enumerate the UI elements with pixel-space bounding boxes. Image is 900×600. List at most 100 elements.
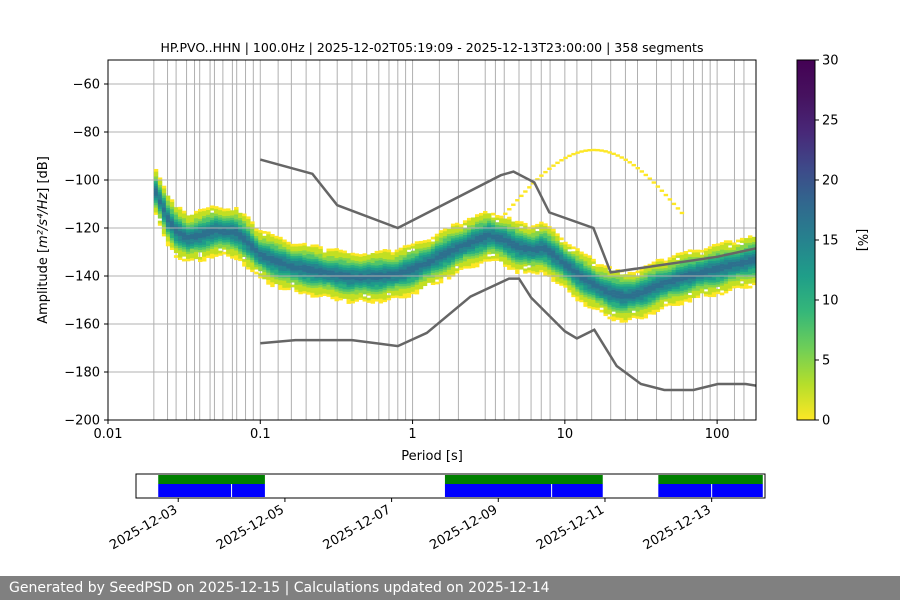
psd-density-cell: [197, 244, 203, 248]
psd-density-cell: [503, 218, 508, 222]
psd-density-cell: [559, 261, 564, 265]
psd-density-cell: [707, 248, 713, 252]
psd-density-cell: [531, 239, 536, 243]
psd-density-cell: [535, 259, 540, 263]
psd-density-cell: [611, 299, 616, 303]
psd-density-cell: [487, 215, 492, 219]
psd-density-cell: [438, 244, 444, 248]
psd-density-cell: [627, 288, 632, 292]
psd-density-cell: [294, 243, 299, 247]
psd-density-cell: [539, 243, 544, 246]
psd-density-cell: [515, 240, 520, 243]
psd-density-cell: [210, 207, 215, 211]
psd-density-cell: [519, 252, 524, 256]
psd-density-cell: [157, 199, 163, 202]
psd-density-cell: [474, 243, 480, 246]
psd-density-cell: [214, 227, 219, 231]
psd-density-cell: [406, 256, 412, 260]
psd-density-cell: [438, 247, 444, 250]
psd-density-cell: [723, 245, 729, 248]
psd-density-cell: [286, 263, 291, 267]
psd-density-cell: [434, 262, 440, 266]
psd-density-cell: [270, 234, 275, 237]
psd-density-cell: [374, 265, 380, 268]
psd-density-cell: [189, 253, 195, 256]
psd-density-cell: [358, 263, 363, 267]
psd-density-cell: [394, 263, 400, 267]
psd-density-cell: [157, 211, 163, 214]
psd-density-cell: [450, 240, 456, 244]
psd-density-cell: [687, 256, 693, 260]
psd-density-cell: [571, 152, 576, 156]
psd-density-cell: [659, 297, 665, 300]
psd-density-cell: [454, 263, 460, 267]
psd-density-cell: [567, 268, 572, 271]
psd-density-cell: [651, 275, 657, 279]
psd-density-cell: [197, 240, 203, 243]
psd-density-cell: [354, 265, 359, 269]
psd-density-cell: [739, 254, 745, 258]
psd-density-cell: [491, 234, 496, 238]
psd-density-cell: [719, 246, 725, 250]
psd-density-cell: [250, 269, 255, 273]
psd-density-cell: [639, 170, 644, 173]
psd-density-cell: [715, 269, 721, 273]
psd-density-cell: [374, 250, 380, 254]
psd-density-cell: [226, 220, 231, 224]
psd-density-cell: [161, 228, 167, 232]
psd-density-cell: [607, 316, 612, 320]
psd-density-cell: [226, 234, 231, 238]
psd-density-cell: [535, 231, 540, 234]
psd-density-cell: [483, 244, 488, 248]
psd-density-cell: [418, 281, 424, 285]
psd-density-cell: [370, 281, 376, 285]
psd-density-cell: [438, 254, 444, 257]
psd-density-cell: [370, 267, 376, 271]
psd-density-cell: [579, 253, 584, 257]
psd-density-cell: [370, 301, 376, 304]
psd-density-cell: [687, 254, 693, 257]
psd-density-cell: [563, 263, 568, 267]
psd-density-cell: [491, 239, 496, 242]
psd-density-cell: [238, 253, 243, 257]
psd-density-cell: [619, 300, 624, 304]
psd-density-cell: [523, 249, 528, 253]
psd-density-cell: [487, 234, 492, 238]
psd-density-cell: [266, 269, 271, 273]
psd-density-cell: [535, 235, 540, 239]
psd-density-cell: [394, 278, 400, 282]
psd-density-cell: [202, 242, 207, 245]
psd-density-cell: [511, 231, 516, 234]
psd-density-cell: [430, 263, 436, 266]
psd-density-cell: [551, 164, 556, 167]
psd-density-cell: [635, 306, 640, 310]
psd-density-cell: [719, 287, 725, 291]
psd-density-cell: [615, 293, 620, 296]
psd-density-cell: [739, 237, 745, 241]
psd-density-cell: [543, 237, 548, 241]
psd-density-cell: [270, 265, 275, 268]
psd-density-cell: [153, 188, 159, 191]
psd-density-cell: [177, 240, 183, 244]
psd-density-cell: [663, 303, 669, 307]
psd-density-cell: [294, 263, 299, 266]
psd-density-cell: [282, 261, 287, 264]
timeline-tick-label: 2025-12-03: [107, 502, 180, 553]
psd-density-cell: [667, 290, 673, 294]
psd-density-cell: [591, 275, 596, 279]
psd-density-cell: [591, 148, 596, 152]
psd-density-cell: [414, 250, 420, 254]
psd-density-cell: [169, 244, 175, 248]
psd-density-cell: [483, 242, 488, 245]
psd-density-cell: [418, 269, 424, 273]
psd-density-cell: [559, 278, 564, 281]
psd-density-cell: [386, 263, 392, 267]
psd-density-cell: [334, 252, 339, 256]
psd-density-cell: [390, 254, 396, 258]
psd-density-cell: [374, 284, 380, 288]
psd-density-cell: [470, 251, 476, 254]
psd-density-cell: [398, 295, 404, 299]
psd-density-cell: [719, 285, 725, 289]
psd-density-cell: [683, 284, 689, 288]
psd-density-cell: [555, 252, 560, 256]
